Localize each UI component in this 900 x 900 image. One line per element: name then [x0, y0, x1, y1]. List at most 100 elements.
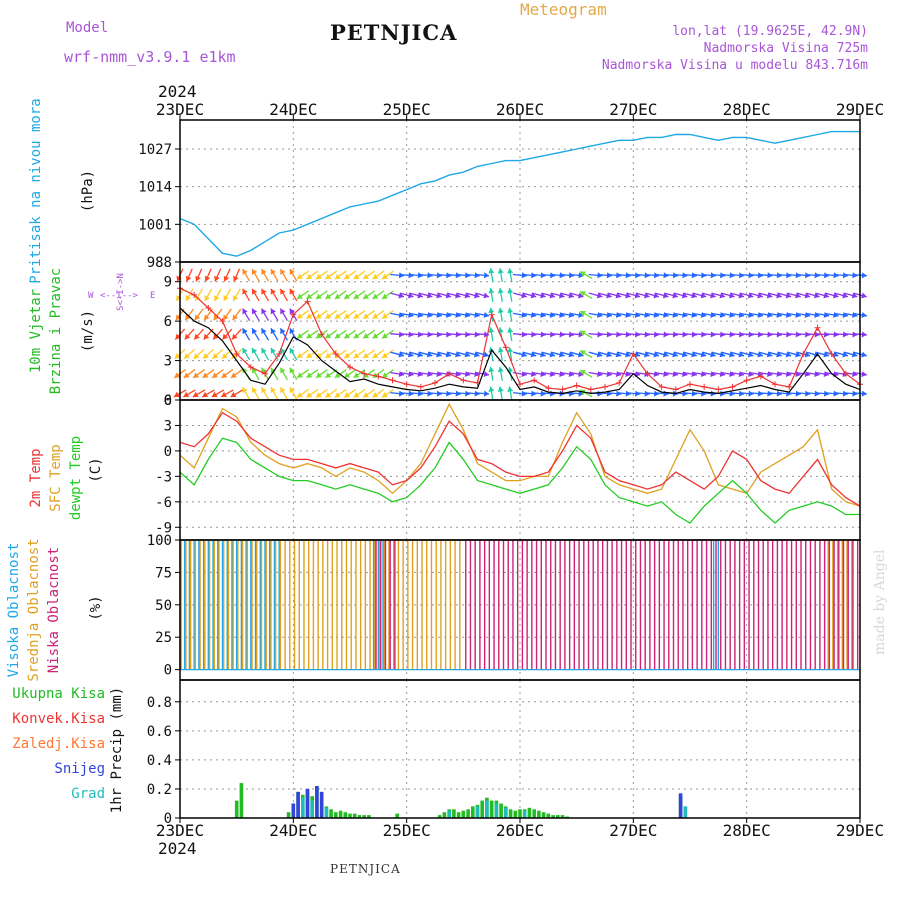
- wind-barb-head: [344, 273, 351, 280]
- x-tick-label-top: 25DEC: [383, 100, 431, 119]
- wind-barb: [381, 329, 394, 339]
- wind-barb: [673, 292, 688, 299]
- wind-barb-head: [334, 313, 341, 319]
- compass-arrows: <--I-->: [100, 291, 139, 301]
- wind-barb: [739, 351, 754, 358]
- wind-barb: [409, 351, 424, 358]
- wind-barb: [507, 268, 514, 283]
- wind-tick-label: 0: [164, 393, 172, 409]
- wind-barb-head: [353, 293, 360, 299]
- wind-barb: [569, 272, 584, 279]
- wind-barb: [202, 369, 215, 379]
- wind-barb-head: [280, 387, 286, 394]
- wind-barb: [372, 290, 385, 300]
- wind-barb-head: [211, 391, 218, 397]
- wind-barb: [334, 290, 347, 300]
- meteogram-title: Meteogram: [520, 0, 607, 19]
- wind-barb-head: [691, 331, 697, 338]
- precip-bar: [291, 803, 296, 818]
- wind-barb-head: [270, 347, 276, 354]
- wind-barb-head: [580, 370, 586, 376]
- precip-bar: [395, 813, 399, 818]
- wind-barb-head: [483, 371, 490, 378]
- wind-barb-head: [334, 273, 341, 280]
- wind-barb-head: [213, 333, 219, 340]
- wind-barb: [607, 351, 622, 358]
- precip-bar: [442, 812, 447, 818]
- clouds-unit-label: (%): [88, 595, 104, 620]
- clouds-tick-label: 0: [164, 663, 172, 679]
- wind-barb-head: [270, 308, 276, 315]
- wind-barb: [270, 367, 279, 381]
- wind-barb-head: [417, 292, 423, 299]
- wind-barb: [353, 369, 366, 379]
- wind-barb: [497, 268, 504, 283]
- wind-barb-head: [625, 272, 631, 279]
- wind-barb-head: [488, 268, 495, 274]
- wind-barb-head: [306, 293, 313, 299]
- wind-barb: [193, 328, 205, 340]
- wind-barb-head: [232, 314, 238, 321]
- wind-barb-head: [635, 272, 641, 279]
- wind-gust-point: [517, 381, 523, 388]
- wind-gust-point: [276, 351, 283, 357]
- wind-barb: [569, 311, 584, 318]
- wind-barb-head: [353, 392, 360, 398]
- wind-gust-point: [672, 386, 679, 393]
- wind-barb: [192, 389, 206, 398]
- wind-barb-head: [297, 293, 303, 299]
- wind-barb: [418, 292, 433, 299]
- wind-barb: [522, 351, 537, 358]
- wind-barb-head: [242, 288, 248, 295]
- wind-gust-point: [772, 381, 778, 388]
- wind-barb-head: [606, 331, 612, 338]
- wind-barb: [324, 270, 338, 280]
- wind-barb-head: [720, 272, 726, 279]
- wind-barb: [579, 310, 593, 319]
- wind-barb-head: [507, 386, 514, 392]
- wind-barb-head: [426, 351, 433, 358]
- precip-bar: [551, 815, 555, 818]
- model-label: Model: [66, 20, 109, 36]
- wind-barb-head: [833, 390, 839, 397]
- wind-barb-head: [315, 392, 322, 398]
- precip-bar: [315, 786, 319, 818]
- wind-barb-head: [382, 372, 388, 378]
- wind-barb-head: [176, 275, 182, 282]
- precip-bar: [678, 793, 683, 818]
- wind-barb-head: [662, 292, 669, 299]
- wind-barb: [418, 351, 433, 358]
- wind-barb-head: [427, 390, 433, 397]
- precip-bar: [286, 812, 291, 818]
- wind-barb: [626, 292, 641, 299]
- wind-barb-head: [795, 390, 801, 397]
- wind-barb-head: [757, 292, 763, 299]
- wind-barb: [372, 310, 385, 320]
- wind-gust-point: [460, 377, 467, 384]
- wind-barb-head: [597, 331, 603, 338]
- wind-barb: [233, 268, 241, 282]
- wind-barb-head: [212, 372, 218, 378]
- wind-barb-head: [710, 331, 716, 338]
- wind-barb: [531, 292, 546, 299]
- wind-barb: [673, 351, 688, 358]
- wind-barb-head: [242, 387, 248, 394]
- wind-barb: [343, 270, 357, 280]
- wind-barb-head: [315, 313, 322, 319]
- wind-barb-head: [427, 331, 433, 338]
- wind-barb-head: [672, 331, 679, 338]
- wind-barb-head: [270, 269, 276, 275]
- wind-barb-head: [297, 273, 303, 280]
- precip-unit-label: 1hr Precip (mm): [109, 687, 125, 813]
- wind-barb-head: [483, 272, 490, 279]
- wind-barb: [654, 351, 669, 358]
- wind-barb: [242, 387, 251, 400]
- wind-barb: [183, 369, 196, 379]
- cloud-low-label: Niska Oblacnost: [46, 547, 62, 673]
- wind-barb-head: [568, 292, 574, 299]
- precip-bar: [475, 806, 480, 818]
- wind-gust-point: [488, 311, 495, 318]
- wind-barb: [270, 268, 279, 282]
- wind-barb: [531, 351, 546, 358]
- wind-barb: [230, 389, 244, 398]
